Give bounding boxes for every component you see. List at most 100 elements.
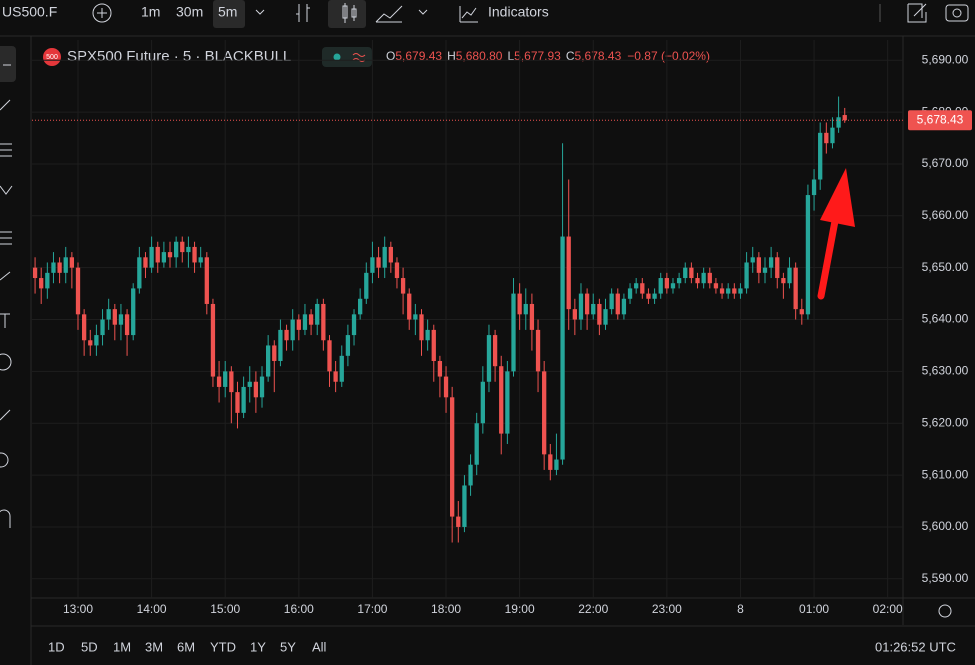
range-button[interactable]: 6M (177, 639, 195, 654)
candle-body (106, 309, 111, 320)
indicators-button[interactable]: Indicators (488, 4, 549, 20)
candle-body (486, 335, 492, 382)
range-button[interactable]: 1Y (250, 639, 266, 654)
settings-icon[interactable] (938, 604, 952, 618)
candles-icon[interactable] (342, 3, 357, 23)
snapshot-icon[interactable] (945, 4, 969, 22)
tool-pattern[interactable] (0, 185, 13, 195)
range-button[interactable]: 5Y (280, 639, 296, 654)
top-toolbar (0, 0, 975, 30)
x-tick-label: 19:00 (505, 602, 535, 616)
candle-body (535, 329, 541, 372)
candle-body (615, 293, 620, 315)
candle-body (554, 459, 559, 470)
legend-key: O (386, 49, 395, 63)
candle-body (787, 267, 792, 284)
plot: 5,590.00 5,600.00 5,610.00 5,620.00 5,630.00… (32, 40, 972, 616)
tool-brush[interactable] (0, 271, 11, 281)
candle-body (229, 371, 234, 393)
candle-body (474, 423, 479, 465)
interval[interactable]: 1m (141, 4, 160, 20)
ohlc-legend: O5,679.43 H5,680.80 L5,677.93 C5,678.43 −0.8… (386, 49, 710, 63)
dropdown[interactable] (418, 9, 428, 15)
candle-body (137, 257, 142, 289)
range-bar: 1D 5D 1M 3M 6M YTD 1Y 5Y All (48, 639, 327, 654)
candle-body (351, 314, 357, 336)
snapshot-lens (952, 8, 962, 18)
candle-body (204, 257, 209, 304)
tool-emoji[interactable] (0, 353, 12, 371)
candle-body (419, 314, 424, 341)
range-button[interactable]: 3M (145, 639, 163, 654)
legend-value: 5,678.43 (575, 49, 622, 63)
x-tick-label: 16:00 (284, 602, 314, 616)
y-tick-label: 5,690.00 (922, 52, 969, 66)
candle-body (805, 195, 811, 315)
candle-body (407, 293, 412, 320)
candle-body (253, 381, 259, 398)
candle-body (400, 278, 406, 294)
candle-body (284, 329, 289, 341)
candle-body (192, 246, 197, 263)
candle-body (830, 127, 835, 144)
status-dot (333, 53, 341, 61)
candle-body (781, 278, 786, 284)
tool-ruler[interactable] (0, 409, 11, 421)
y-tick-label: 5,600.00 (922, 519, 969, 533)
fullscreen-icon[interactable] (907, 3, 927, 23)
legend-value: 5,679.43 (395, 49, 442, 63)
candle-body (450, 397, 455, 517)
x-tick-label: 8 (737, 602, 744, 616)
tool-magnet[interactable] (0, 509, 11, 528)
add-symbol[interactable] (92, 3, 112, 23)
candle-body (701, 272, 706, 284)
candle-body (658, 278, 663, 294)
range-button[interactable]: YTD (210, 639, 236, 654)
candle-body (247, 381, 252, 387)
interval[interactable]: 5m (218, 4, 237, 20)
candle-body (321, 303, 326, 341)
candle-body (333, 371, 338, 382)
candle-body (818, 132, 823, 180)
tool-line[interactable] (0, 99, 11, 111)
candle-body (713, 283, 719, 289)
y-tick-label: 5,620.00 (922, 415, 969, 429)
candle-body (345, 335, 351, 356)
candle-body (186, 246, 191, 253)
area-icon[interactable] (375, 5, 403, 23)
tool-zoom[interactable] (0, 452, 9, 468)
tool-fib[interactable] (0, 143, 12, 157)
candle-body (259, 376, 265, 398)
range-button[interactable]: All (312, 639, 327, 654)
y-tick-label: 5,630.00 (922, 364, 969, 378)
legend-key: L (507, 49, 514, 63)
candle-body (376, 257, 381, 268)
candle-body (364, 272, 369, 299)
last-price-box (908, 110, 972, 131)
candle-body (358, 298, 363, 315)
tool-projection[interactable] (0, 231, 12, 245)
add-icon (97, 8, 107, 18)
candle-body (511, 293, 516, 372)
candle-body (609, 293, 614, 310)
candle-body (572, 309, 577, 320)
candle-body (143, 257, 148, 268)
candle-body (492, 335, 498, 367)
candle-body (499, 366, 504, 434)
indicators-icon[interactable] (459, 6, 478, 23)
candle-body (640, 283, 645, 294)
symbol[interactable]: US500.F (2, 4, 57, 20)
candle-body (462, 485, 467, 527)
interval[interactable]: 30m (176, 4, 203, 20)
clock: 01:26:52 UTC (875, 639, 956, 654)
range-button[interactable]: 1D (48, 639, 65, 654)
legend-key: C (566, 49, 575, 63)
candle-body (529, 303, 535, 330)
legend-value: 5,677.93 (514, 49, 561, 63)
tool-text[interactable] (0, 313, 10, 328)
dropdown[interactable] (255, 9, 265, 15)
range-button[interactable]: 5D (81, 639, 98, 654)
range-button[interactable]: 1M (113, 639, 131, 654)
bars-icon[interactable] (296, 4, 310, 22)
